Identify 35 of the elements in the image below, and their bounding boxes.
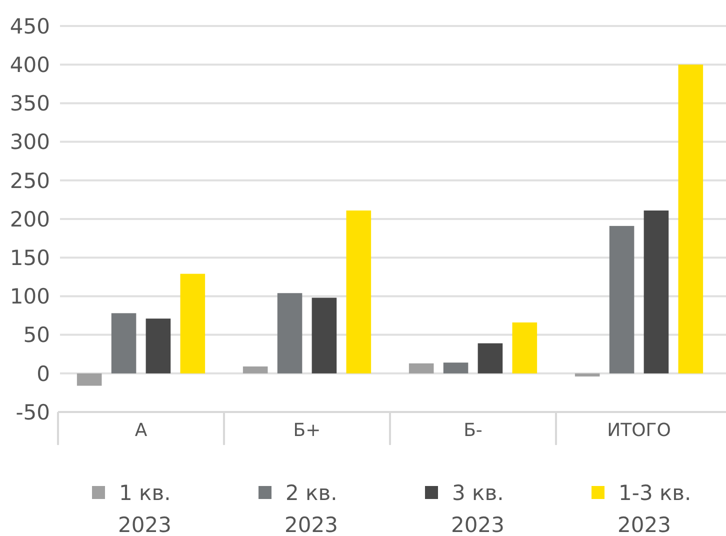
x-tick-label: Б+ (293, 420, 321, 441)
legend-label: 3 кв. 2023 (451, 481, 504, 536)
y-tick-label: 450 (10, 14, 50, 38)
bar (443, 362, 468, 374)
bar (111, 313, 136, 374)
bar (478, 343, 503, 374)
y-tick-label: -50 (16, 400, 50, 424)
y-tick-label: 100 (10, 284, 50, 309)
y-tick-label: 50 (23, 323, 50, 348)
y-tick-label: 250 (10, 168, 50, 193)
bar (277, 293, 302, 374)
bar (146, 318, 171, 374)
bar (609, 226, 634, 374)
x-tick-label: Б- (464, 420, 482, 441)
bar (180, 274, 206, 374)
bar (408, 363, 434, 374)
y-tick-label: 350 (10, 92, 50, 116)
bar (76, 373, 102, 386)
y-tick-label: 300 (10, 130, 50, 154)
y-tick-label: 400 (10, 52, 50, 77)
bar (574, 373, 600, 376)
bar (346, 210, 372, 374)
x-tick-label: А (134, 420, 148, 441)
bar (678, 64, 704, 374)
x-tick-label: ИТОГО (607, 420, 671, 441)
bar (242, 366, 268, 374)
y-tick-label: 200 (10, 207, 50, 232)
bar (644, 210, 669, 374)
legend-label: 1 кв. 2023 (118, 481, 172, 536)
bar (512, 322, 538, 374)
bar (312, 298, 337, 374)
y-tick-label: 0 (36, 362, 50, 386)
y-tick-label: 150 (10, 246, 50, 270)
legend-label: 2 кв. 2023 (284, 481, 338, 536)
legend-label: 1-3 кв. 2023 (618, 481, 692, 536)
